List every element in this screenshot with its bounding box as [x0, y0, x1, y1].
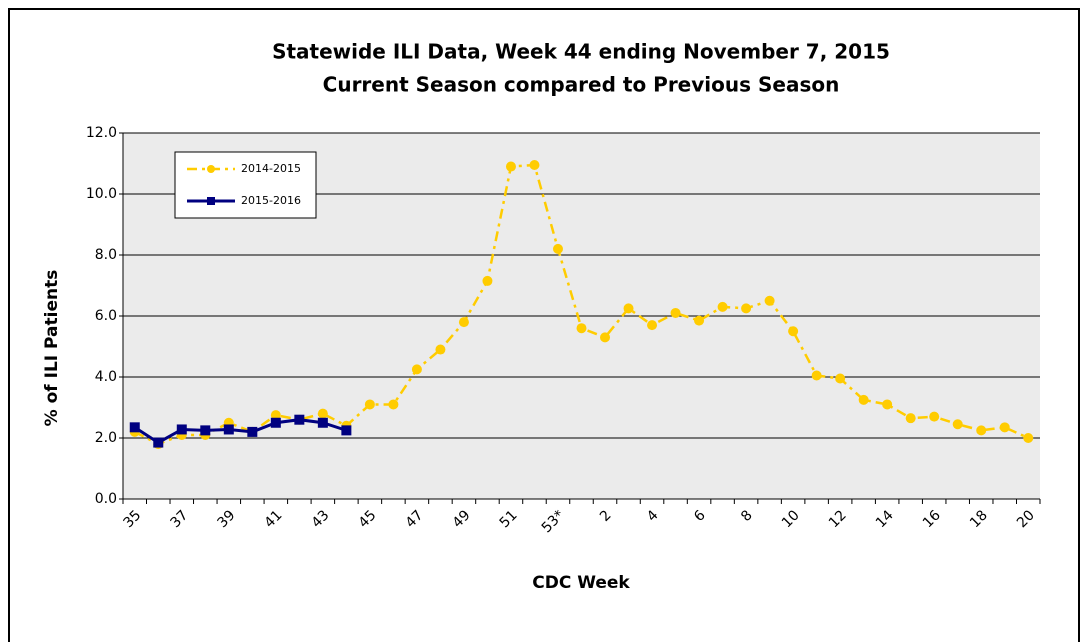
- point: [176, 424, 187, 435]
- point: [317, 408, 328, 419]
- chart-subtitle: Current Season compared to Previous Seas…: [323, 73, 840, 97]
- point: [858, 394, 869, 405]
- point: [247, 426, 258, 437]
- point: [694, 315, 705, 326]
- y-tick-label: 12.0: [86, 125, 117, 141]
- point: [505, 161, 516, 172]
- point: [200, 425, 211, 436]
- point: [764, 295, 775, 306]
- point: [458, 317, 469, 328]
- y-tick-label: 4.0: [95, 369, 117, 385]
- point: [129, 422, 140, 433]
- point: [388, 399, 399, 410]
- legend-marker: [207, 197, 215, 205]
- point: [341, 425, 352, 436]
- point: [223, 424, 234, 435]
- point: [317, 417, 328, 428]
- point: [270, 410, 281, 421]
- point: [952, 419, 963, 430]
- point: [153, 437, 164, 448]
- point: [1023, 433, 1034, 443]
- point: [882, 399, 893, 410]
- point: [929, 411, 940, 422]
- point: [999, 422, 1010, 433]
- point: [670, 307, 681, 318]
- series-line: [133, 418, 347, 445]
- y-tick-label: 10.0: [86, 186, 117, 202]
- legend-box: [174, 151, 317, 219]
- y-axis-label: % of ILI Patients: [42, 270, 62, 427]
- point: [647, 320, 658, 331]
- y-tick-label: 0.0: [95, 491, 117, 507]
- point: [835, 373, 846, 384]
- point: [905, 413, 916, 424]
- point: [600, 332, 611, 343]
- point: [717, 301, 728, 312]
- point: [788, 326, 799, 337]
- x-axis-label: CDC Week: [532, 573, 630, 593]
- point: [411, 364, 422, 375]
- point: [435, 344, 446, 355]
- legend-label: 2015-2016: [241, 194, 301, 207]
- point: [270, 417, 281, 428]
- y-tick-label: 6.0: [95, 308, 117, 324]
- point: [364, 399, 375, 410]
- point: [623, 303, 634, 314]
- legend-marker: [207, 165, 215, 173]
- point: [482, 275, 493, 286]
- point: [976, 425, 987, 436]
- point: [294, 414, 305, 425]
- point: [811, 370, 822, 381]
- point: [552, 243, 563, 254]
- legend-label: 2014-2015: [241, 162, 301, 175]
- y-tick-label: 8.0: [95, 247, 117, 263]
- chart-title: Statewide ILI Data, Week 44 ending Novem…: [272, 40, 890, 64]
- point: [576, 323, 587, 334]
- point: [741, 303, 752, 314]
- point: [529, 160, 540, 171]
- y-tick-label: 2.0: [95, 430, 117, 446]
